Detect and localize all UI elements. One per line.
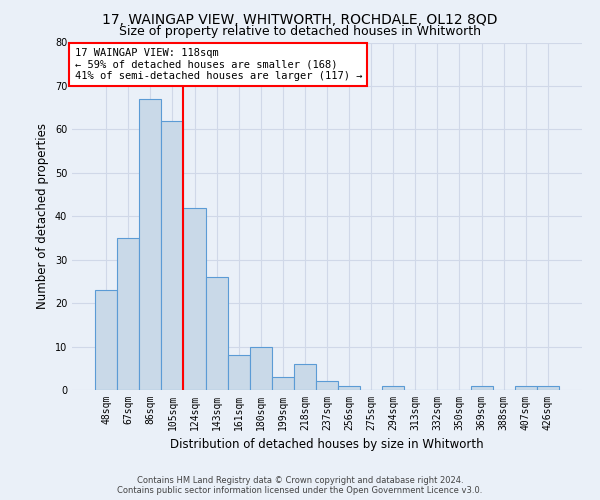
Bar [316,382,338,390]
Text: 17 WAINGAP VIEW: 118sqm
← 59% of detached houses are smaller (168)
41% of semi-d: 17 WAINGAP VIEW: 118sqm ← 59% of detache… [74,48,362,81]
X-axis label: Distribution of detached houses by size in Whitworth: Distribution of detached houses by size … [170,438,484,452]
Bar [184,208,206,390]
Text: Contains HM Land Registry data © Crown copyright and database right 2024.
Contai: Contains HM Land Registry data © Crown c… [118,476,482,495]
Bar [470,386,493,390]
Bar [294,364,316,390]
Bar [537,386,559,390]
Bar [227,355,250,390]
Text: Size of property relative to detached houses in Whitworth: Size of property relative to detached ho… [119,25,481,38]
Bar [338,386,360,390]
Text: 17, WAINGAP VIEW, WHITWORTH, ROCHDALE, OL12 8QD: 17, WAINGAP VIEW, WHITWORTH, ROCHDALE, O… [102,12,498,26]
Bar [250,346,272,390]
Bar [117,238,139,390]
Bar [515,386,537,390]
Bar [95,290,117,390]
Bar [206,277,227,390]
Bar [161,120,184,390]
Bar [382,386,404,390]
Bar [139,99,161,390]
Y-axis label: Number of detached properties: Number of detached properties [36,123,49,309]
Bar [272,377,294,390]
